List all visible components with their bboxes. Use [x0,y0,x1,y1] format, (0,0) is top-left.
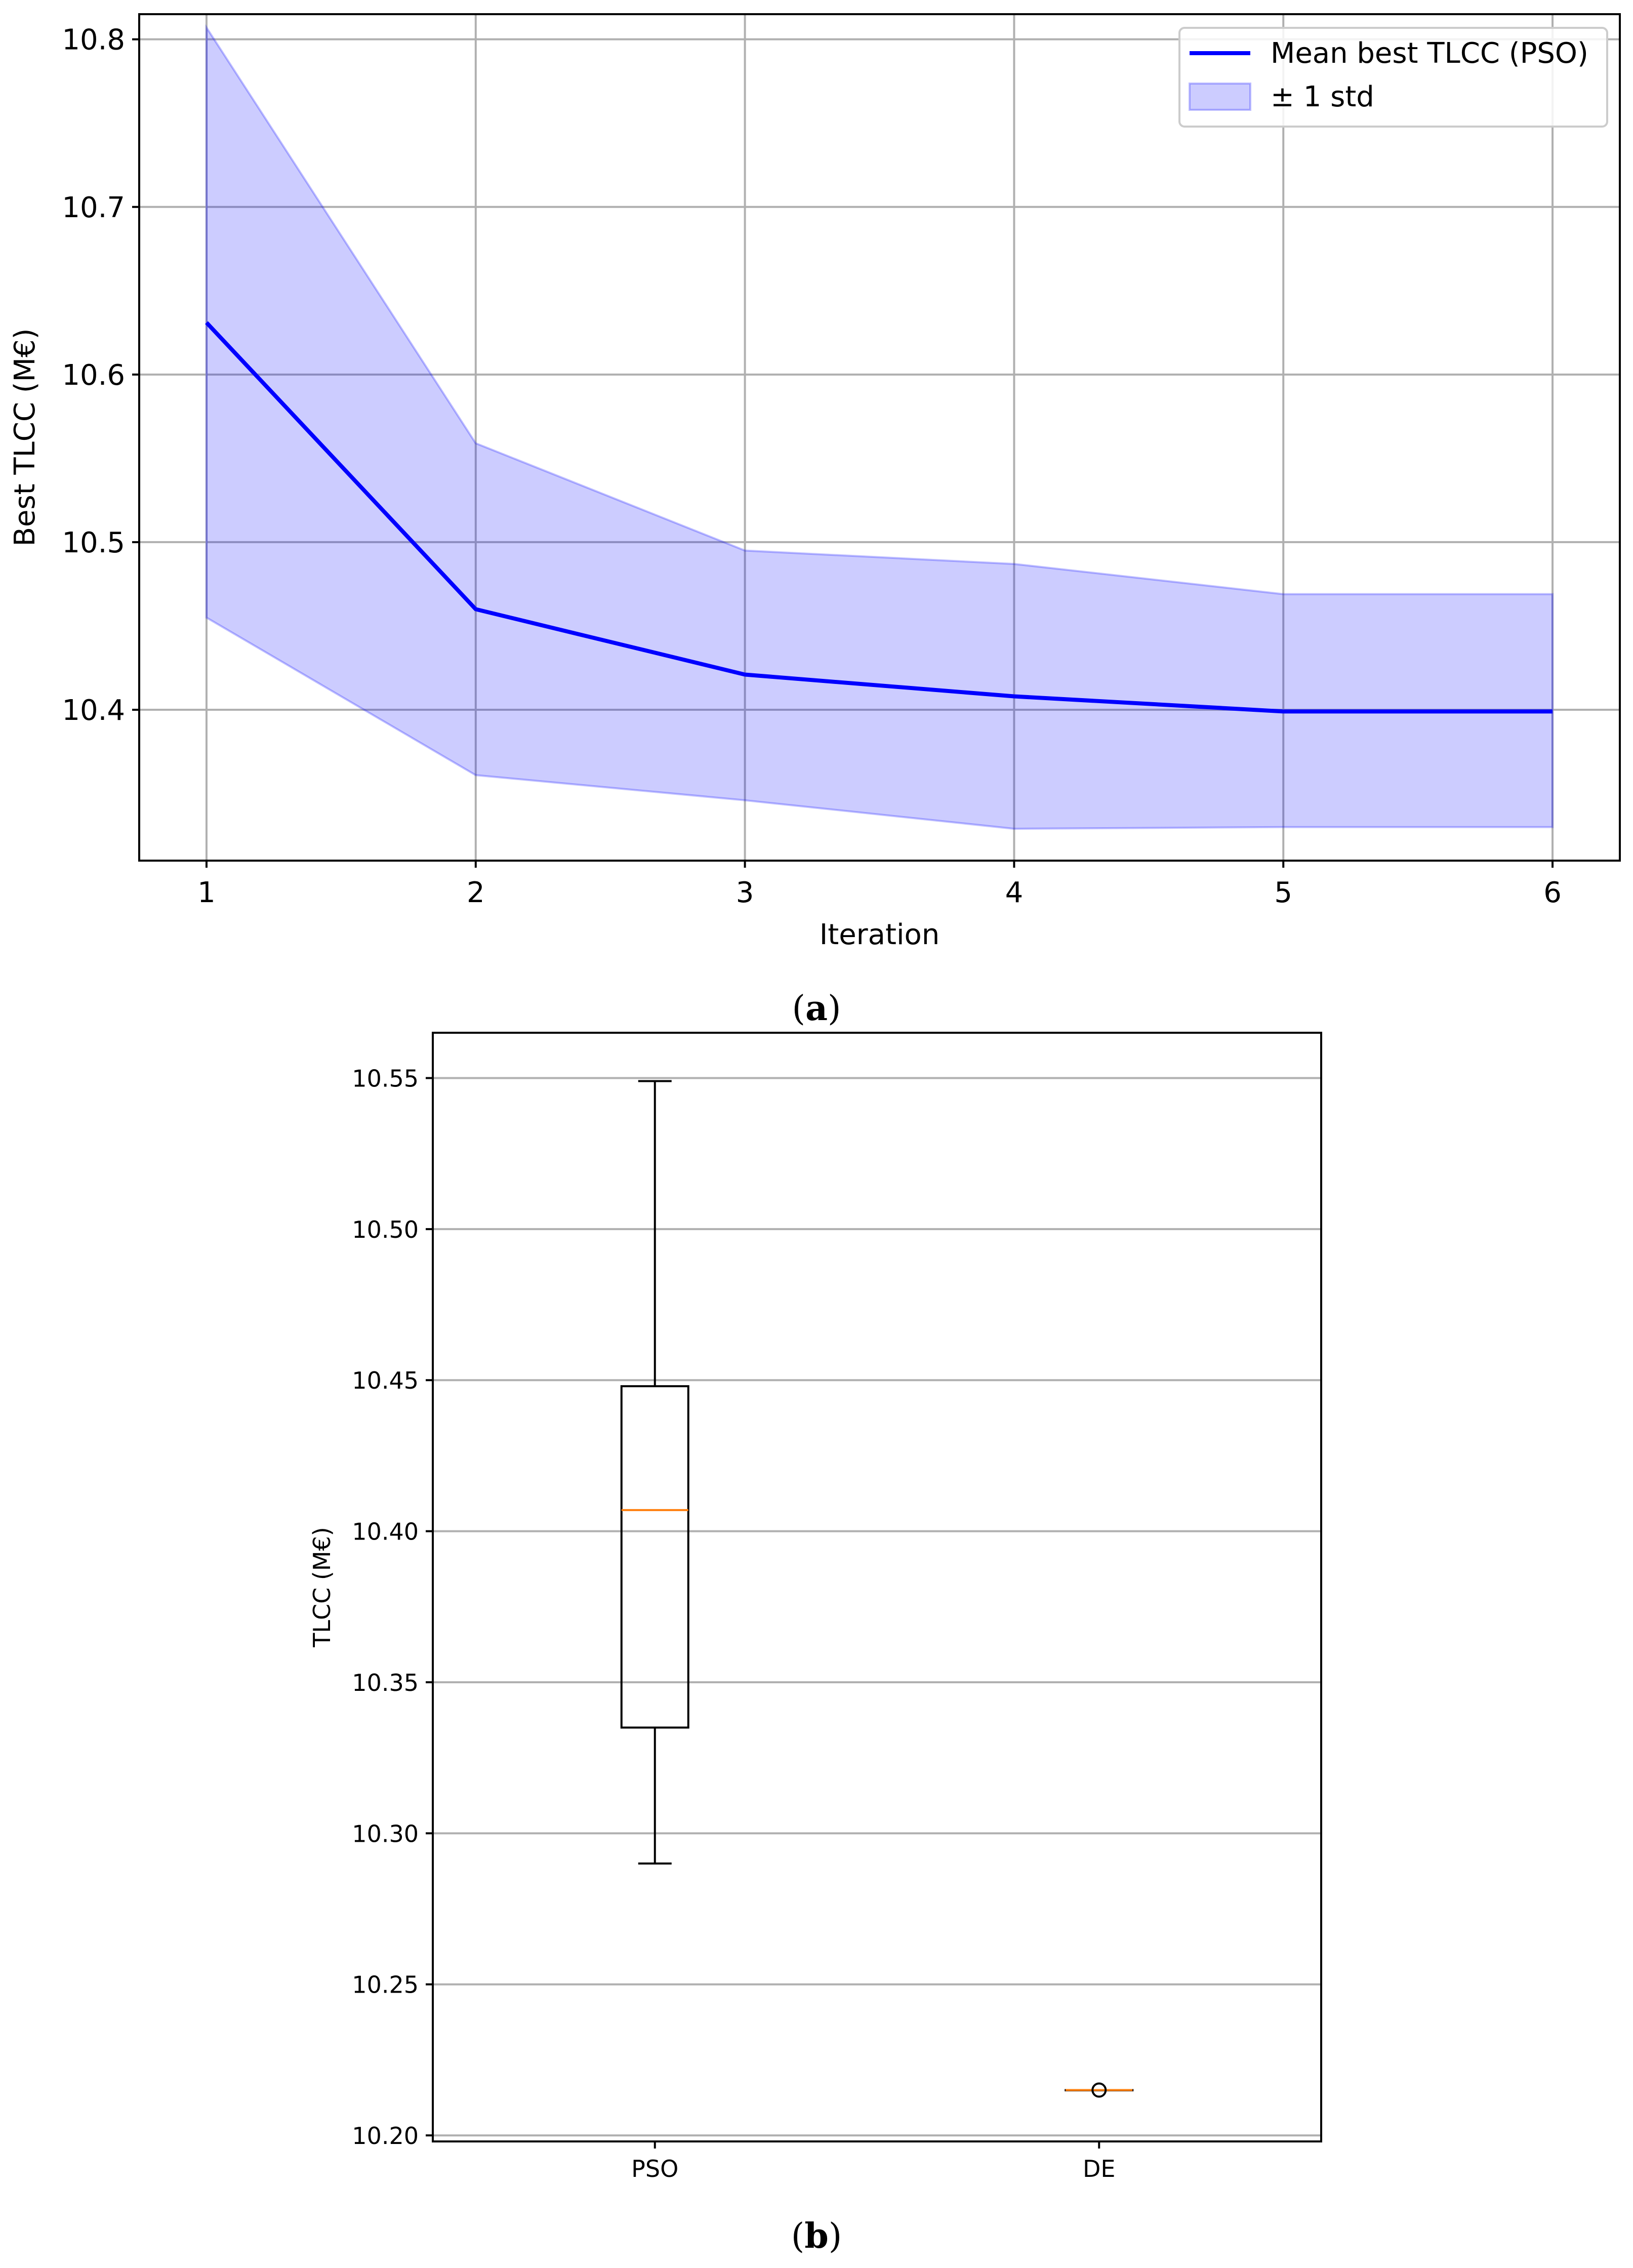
x-tick-label: PSO [631,2155,678,2182]
y-tick-label: 10.30 [352,1820,419,1847]
plot-frame [138,13,1621,862]
legend: Mean best TLCC (PSO) ± 1 std [1178,27,1608,128]
x-axis-label: Iteration [820,918,940,951]
legend-box [1178,27,1608,128]
legend-label-mean: Mean best TLCC (PSO) [1271,37,1588,70]
y-tick-label: 10.40 [352,1518,419,1546]
outlier-point [1091,2082,1107,2098]
plot-frame [432,1032,1322,2142]
boxes [620,1080,1134,2098]
y-tick-label: 10.55 [352,1065,419,1092]
x-tick-label: 2 [467,876,485,909]
box-pso [620,1080,689,1865]
mean-line [205,321,1553,714]
y-tick-label: 10.6 [62,359,125,392]
caption-letter: b [804,2216,829,2256]
x-tick-label: 1 [197,876,216,909]
axis-ticks: 10.20 10.25 10.30 10.35 10.40 10.45 10.50 10.55… [352,1065,1115,2182]
y-tick-label: 10.45 [352,1367,419,1394]
grid-lines [139,14,1620,861]
y-tick-label: 10.7 [62,191,125,224]
box-de [1065,2082,1134,2098]
caption-a: (a) [792,988,841,1029]
y-tick-label: 10.4 [62,694,125,727]
std-band [205,24,1554,830]
y-tick-label: 10.8 [62,24,125,57]
caption-letter: a [805,988,828,1029]
line-chart-panel: 1 2 3 4 5 6 10.4 10.5 10.6 10.7 10.8 Iteration Bes… [9,13,1621,1029]
legend-band-swatch [1189,83,1251,111]
iqr-box [620,1385,689,1729]
y-tick-label: 10.50 [352,1216,419,1243]
x-tick-label: DE [1083,2155,1116,2182]
y-tick-label: 10.5 [62,526,125,559]
x-tick-label: 6 [1543,876,1562,909]
y-axis-label: Best TLCC (M€) [9,329,42,547]
axis-ticks: 1 2 3 4 5 6 10.4 10.5 10.6 10.7 10.8 [62,24,1562,909]
x-tick-label: 3 [736,876,754,909]
caption-b: (b) [791,2216,842,2256]
y-tick-label: 10.20 [352,2122,419,2150]
x-tick-label: 4 [1005,876,1024,909]
y-axis-label: TLCC (M€) [308,1527,336,1647]
grid-lines [433,1077,1321,2137]
x-tick-label: 5 [1274,876,1292,909]
legend-label-std: ± 1 std [1271,80,1374,113]
y-tick-label: 10.25 [352,1971,419,1999]
box-plot-panel: 10.20 10.25 10.30 10.35 10.40 10.45 10.50 10.55… [308,1032,1322,2256]
y-tick-label: 10.35 [352,1669,419,1696]
